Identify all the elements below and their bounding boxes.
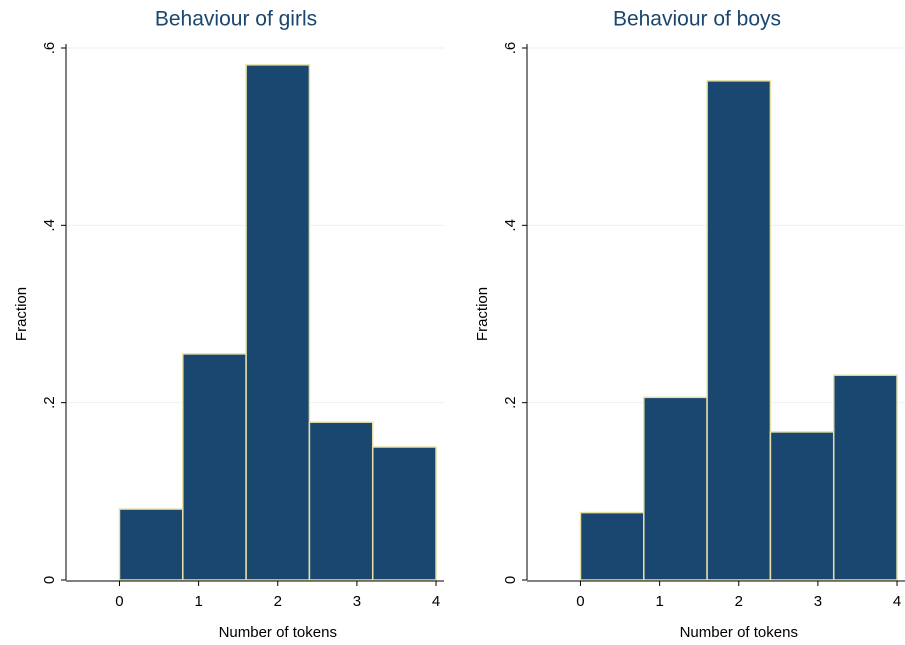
- y-tick-label: 0: [41, 576, 58, 584]
- y-tick-label: 0: [502, 576, 519, 584]
- y-tick-label: .4: [502, 219, 519, 232]
- y-tick-label: .6: [502, 42, 519, 55]
- bar: [769, 431, 835, 581]
- y-axis-title: Fraction: [13, 287, 30, 341]
- x-axis-title: Number of tokens: [680, 624, 798, 641]
- x-tick-label: 3: [814, 593, 822, 610]
- x-tick-label: 0: [115, 593, 123, 610]
- x-tick-label: 2: [735, 593, 743, 610]
- x-tick-label: 2: [274, 593, 282, 610]
- bar: [182, 353, 247, 581]
- bar: [118, 508, 184, 581]
- y-tick-label: .2: [502, 396, 519, 409]
- bar: [832, 374, 898, 581]
- bar: [579, 511, 645, 581]
- bar: [245, 64, 311, 581]
- y-axis-title: Fraction: [474, 287, 491, 341]
- x-tick-label: 1: [194, 593, 202, 610]
- y-tick-label: .2: [41, 396, 58, 409]
- chart-title: Behaviour of girls: [155, 8, 317, 31]
- bar: [308, 421, 374, 581]
- bar: [371, 446, 437, 581]
- x-tick-label: 0: [576, 593, 584, 610]
- x-tick-label: 4: [893, 593, 901, 610]
- x-tick-label: 3: [353, 593, 361, 610]
- x-axis-title: Number of tokens: [219, 624, 337, 641]
- y-tick-label: .4: [41, 219, 58, 232]
- chart-title: Behaviour of boys: [613, 8, 781, 31]
- bar: [706, 80, 772, 581]
- bar: [643, 396, 708, 581]
- x-tick-label: 4: [432, 593, 440, 610]
- x-tick-label: 1: [655, 593, 663, 610]
- y-tick-label: .6: [41, 42, 58, 55]
